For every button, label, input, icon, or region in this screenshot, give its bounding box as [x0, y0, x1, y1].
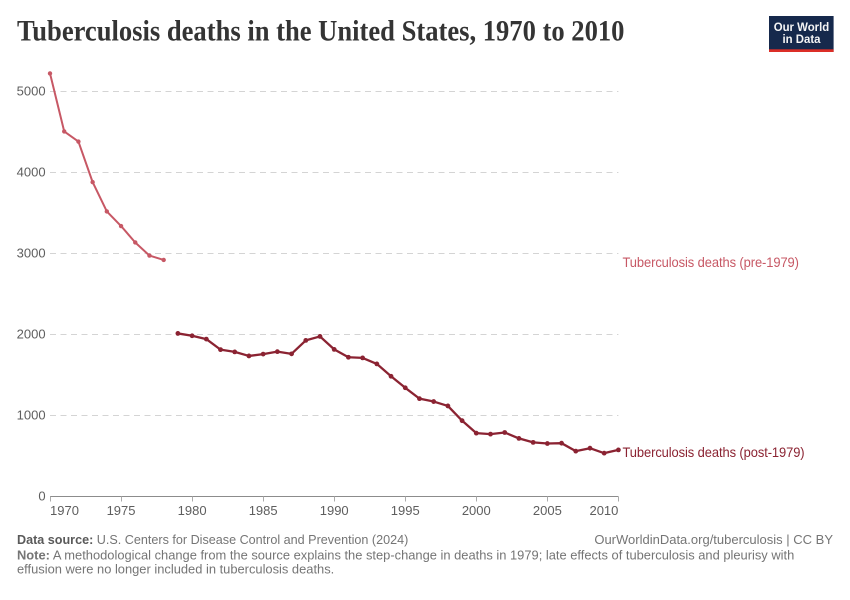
svg-text:Tuberculosis deaths in the Uni: Tuberculosis deaths in the United States…	[17, 15, 624, 48]
svg-text:1995: 1995	[391, 503, 420, 518]
svg-text:1000: 1000	[17, 408, 46, 423]
svg-text:4000: 4000	[17, 165, 46, 180]
svg-text:2005: 2005	[533, 503, 562, 518]
svg-text:Our World: Our World	[774, 19, 830, 34]
svg-text:2010: 2010	[589, 503, 618, 518]
svg-text:effusion were no longer includ: effusion were no longer included in tube…	[17, 561, 334, 576]
svg-text:5000: 5000	[17, 84, 46, 99]
svg-text:Tuberculosis deaths (post-1979: Tuberculosis deaths (post-1979)	[622, 445, 804, 461]
svg-text:1970: 1970	[50, 503, 79, 518]
svg-text:1975: 1975	[107, 503, 136, 518]
svg-text:0: 0	[38, 489, 45, 504]
svg-text:1985: 1985	[249, 503, 278, 518]
svg-text:Note: A methodological change: Note: A methodological change from the s…	[17, 547, 794, 562]
svg-text:3000: 3000	[17, 246, 46, 261]
svg-text:in Data: in Data	[782, 32, 820, 47]
svg-text:2000: 2000	[17, 327, 46, 342]
svg-text:OurWorldinData.org/tuberculosi: OurWorldinData.org/tuberculosis | CC BY	[594, 532, 833, 547]
svg-text:2000: 2000	[462, 503, 491, 518]
svg-text:1980: 1980	[178, 503, 207, 518]
svg-text:Tuberculosis deaths (pre-1979): Tuberculosis deaths (pre-1979)	[622, 255, 798, 271]
svg-text:1990: 1990	[320, 503, 349, 518]
svg-text:Data source: U.S. Centers for: Data source: U.S. Centers for Disease Co…	[17, 533, 408, 547]
